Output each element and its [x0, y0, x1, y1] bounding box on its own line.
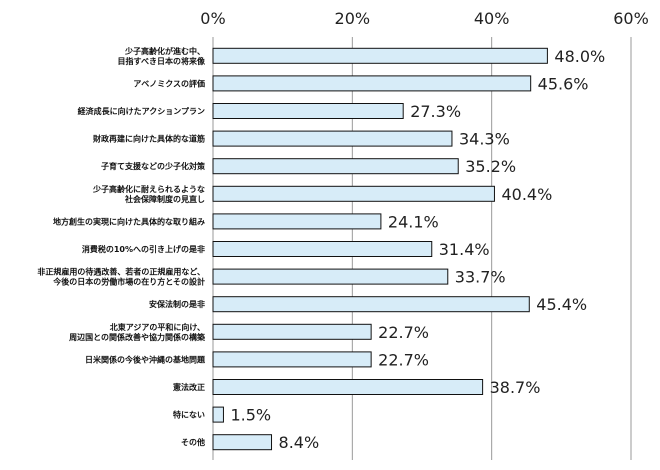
- bar: [212, 268, 449, 285]
- category-label: 少子高齢化に耐えられるような: [92, 184, 205, 194]
- value-label: 40.4%: [501, 185, 552, 204]
- value-labels: 48.0% 45.6% 27.3% 34.3% 35.2% 40.4% 24.1%31.4%…: [230, 47, 605, 452]
- value-label: 34.3%: [459, 130, 510, 149]
- category-label: 目指すべき日本の将来像: [118, 56, 206, 66]
- category-labels: 少子高齢化が進む中、目指すべき日本の将来像アベノミクスの評価経済成長に向けたアク…: [37, 46, 206, 447]
- x-axis-tick-labels: 0% 20% 40% 60%: [200, 9, 648, 28]
- value-label: 45.6%: [538, 74, 589, 93]
- value-label: 22.7%: [378, 350, 429, 369]
- value-label: 33.7%: [455, 268, 506, 287]
- bars: [212, 47, 548, 451]
- category-label: 憲法改正: [172, 382, 205, 392]
- x-tick-label: 40%: [474, 9, 510, 28]
- bar: [212, 379, 484, 395]
- value-label: 22.7%: [378, 323, 429, 342]
- category-label: その他: [181, 437, 205, 447]
- category-label: 消費税の10%への引き上げの是非: [82, 244, 205, 254]
- value-label: 31.4%: [439, 240, 490, 259]
- bar: [212, 185, 495, 202]
- category-label: 地方創生の実現に向けた具体的な取り組み: [53, 216, 205, 226]
- value-label: 27.3%: [410, 102, 461, 121]
- bar: [212, 241, 433, 257]
- category-label: 日米関係の今後や沖縄の基地問題: [85, 354, 206, 364]
- bar: [212, 296, 530, 313]
- category-label: アベノミクスの評価: [133, 78, 205, 88]
- category-label: 周辺国との関係改善や協力関係の構築: [69, 332, 206, 342]
- bar: [212, 130, 453, 147]
- bar: [212, 75, 532, 92]
- x-tick-label: 0%: [200, 9, 225, 28]
- value-label: 38.7%: [490, 378, 541, 397]
- bar: [212, 406, 224, 423]
- value-label: 1.5%: [230, 406, 271, 425]
- category-label: 安保法制の是非: [149, 299, 205, 309]
- category-label: 今後の日本の労働市場の在り方とその設計: [52, 277, 205, 287]
- category-label: 財政再建に向けた具体的な道筋: [92, 134, 205, 144]
- value-label: 45.4%: [536, 295, 587, 314]
- bar: [212, 213, 382, 230]
- bar: [212, 103, 404, 119]
- category-label: 特にない: [173, 410, 205, 420]
- value-label: 24.1%: [388, 212, 439, 231]
- category-label: 非正規雇用の待遇改善、若者の正規雇用など、: [37, 267, 205, 277]
- bar: [212, 158, 459, 175]
- value-label: 48.0%: [554, 47, 605, 66]
- x-tick-label: 60%: [613, 9, 649, 28]
- value-label: 35.2%: [465, 157, 516, 176]
- bar: [212, 434, 273, 451]
- x-tick-label: 20%: [335, 9, 371, 28]
- bar: [212, 47, 548, 64]
- category-label: 少子高齢化が進む中、: [124, 46, 205, 56]
- category-label: 経済成長に向けたアクションプラン: [78, 106, 205, 116]
- bar: [212, 323, 372, 340]
- category-label: 子育て支援などの少子化対策: [101, 161, 206, 171]
- bar: [212, 351, 372, 368]
- category-label: 北東アジアの平和に向け、: [110, 322, 205, 332]
- category-label: 社会保障制度の見直し: [124, 194, 205, 204]
- value-label: 8.4%: [279, 433, 320, 452]
